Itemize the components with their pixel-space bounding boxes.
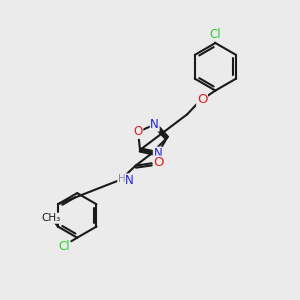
Text: Cl: Cl xyxy=(58,240,70,253)
Text: Cl: Cl xyxy=(210,28,221,41)
Text: N: N xyxy=(125,174,134,187)
Text: O: O xyxy=(197,93,207,106)
Text: H: H xyxy=(118,174,126,184)
Text: O: O xyxy=(134,125,143,138)
Text: N: N xyxy=(153,147,162,160)
Text: O: O xyxy=(153,156,164,169)
Text: CH₃: CH₃ xyxy=(42,213,61,223)
Text: N: N xyxy=(150,118,159,131)
